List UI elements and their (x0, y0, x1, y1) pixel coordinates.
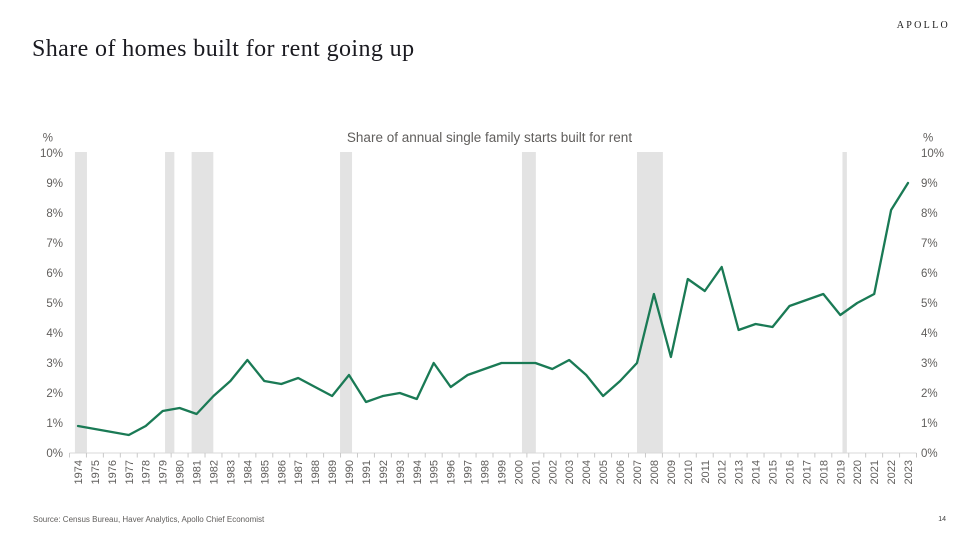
x-axis-label: 1986 (276, 460, 288, 484)
y-axis-label-left: 1% (46, 418, 63, 430)
data-line (76, 181, 910, 437)
y-axis-label-right: 1% (921, 418, 938, 430)
y-axis-label-right: 5% (921, 298, 938, 310)
recession-band (521, 152, 536, 453)
y-axis-label-left: 6% (46, 268, 63, 280)
x-axis-label: 2015 (768, 460, 780, 484)
y-axis-label-left: 8% (46, 208, 63, 220)
x-axis-label: 1974 (73, 460, 85, 484)
y-axis-label-left: 5% (46, 298, 63, 310)
y-axis-label-left: 7% (46, 238, 63, 250)
x-axis-label: 1992 (378, 460, 390, 484)
y-axis-label-right: 3% (921, 358, 938, 370)
x-axis-label: 1996 (446, 460, 458, 484)
x-axis-label: 2021 (869, 460, 881, 484)
y-axis-label-left: 4% (46, 328, 63, 340)
x-axis-label: 2005 (598, 460, 610, 484)
recession-band (74, 152, 87, 453)
page-title: Share of homes built for rent going up (32, 36, 415, 62)
x-axis-label: 1999 (496, 460, 508, 484)
x-axis-label: 1985 (259, 460, 271, 484)
x-axis-label: 2008 (649, 460, 661, 484)
y-axis-unit-left: % (43, 133, 53, 145)
x-axis-label: 1991 (361, 460, 373, 484)
x-axis-label: 2006 (615, 460, 627, 484)
recession-band (191, 152, 214, 453)
y-axis-label-right: 9% (921, 178, 938, 190)
x-axis-label: 1993 (395, 460, 407, 484)
y-axis-label-left: 2% (46, 388, 63, 400)
x-axis-label: 1984 (242, 460, 254, 484)
x-axis-label: 1995 (429, 460, 441, 484)
x-axis-label: 1978 (141, 460, 153, 484)
source-note: Source: Census Bureau, Haver Analytics, … (33, 515, 265, 524)
x-axis-label: 1990 (344, 460, 356, 484)
y-axis-label-right: 0% (921, 448, 938, 460)
x-axis-label: 2011 (700, 460, 712, 484)
recession-band (165, 152, 175, 453)
y-axis-label-left: 10% (40, 148, 63, 160)
x-axis-label: 1982 (208, 460, 220, 484)
y-axis-label-left: 3% (46, 358, 63, 370)
x-axis-label: 1988 (310, 460, 322, 484)
x-axis-label: 2019 (835, 460, 847, 484)
chart-title: Share of annual single family starts bui… (346, 130, 633, 145)
x-axis-label: 1980 (175, 460, 187, 484)
apollo-logo: APOLLO (896, 20, 950, 31)
recession-band (842, 152, 847, 453)
x-axis-label: 2014 (751, 460, 763, 484)
y-axis-label-right: 2% (921, 388, 938, 400)
y-axis-label-right: 10% (921, 148, 944, 160)
x-axis-label: 1979 (158, 460, 170, 484)
x-axis-label: 2007 (632, 460, 644, 484)
x-axis-label: 2000 (513, 460, 525, 484)
x-axis-label: 1989 (327, 460, 339, 484)
recession-band (636, 152, 663, 453)
y-axis-label-right: 8% (921, 208, 938, 220)
x-axis-label: 1994 (412, 460, 424, 484)
y-axis-label-right: 6% (921, 268, 938, 280)
x-axis-label: 2002 (547, 460, 559, 484)
x-axis-label: 2018 (818, 460, 830, 484)
x-axis-label: 1981 (192, 460, 204, 484)
x-axis-label: 1976 (107, 460, 119, 484)
x-axis-label: 1998 (480, 460, 492, 484)
x-axis-label: 2020 (852, 460, 864, 484)
y-axis-label-right: 4% (921, 328, 938, 340)
x-axis-label: 2022 (886, 460, 898, 484)
x-axis-label: 2001 (530, 460, 542, 484)
x-axis-label: 2017 (801, 460, 813, 484)
x-axis-label: 2003 (564, 460, 576, 484)
recession-band (340, 152, 353, 453)
x-axis-label: 1997 (463, 460, 475, 484)
page-number: 14 (938, 516, 946, 523)
y-axis-unit-right: % (923, 133, 933, 145)
x-axis-label: 2009 (666, 460, 678, 484)
x-axis-label: 2012 (717, 460, 729, 484)
y-axis-label-right: 7% (921, 238, 938, 250)
x-axis-label: 2010 (683, 460, 695, 484)
y-axis-label-left: 9% (46, 178, 63, 190)
x-axis-label: 2016 (784, 460, 796, 484)
x-axis-label: 1977 (124, 460, 136, 484)
x-axis-label: 2023 (903, 460, 915, 484)
y-axis-label-left: 0% (46, 448, 63, 460)
x-axis-label: 1987 (293, 460, 305, 484)
x-axis-label: 1975 (90, 460, 102, 484)
x-axis-label: 2004 (581, 460, 593, 484)
x-axis-label: 2013 (734, 460, 746, 484)
x-axis-label: 1983 (225, 460, 237, 484)
